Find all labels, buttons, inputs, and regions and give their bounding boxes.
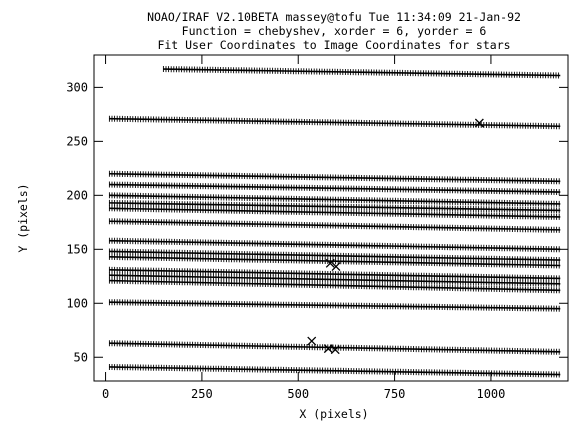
star-row xyxy=(108,237,561,253)
star-row xyxy=(108,340,561,355)
x-tick-label: 500 xyxy=(287,387,309,401)
y-tick: 200 xyxy=(66,188,568,202)
plus-markers xyxy=(108,115,560,130)
rejected-points xyxy=(307,118,484,355)
title-line-1: NOAO/IRAF V2.10BETA massey@tofu Tue 11:3… xyxy=(147,10,521,24)
star-row xyxy=(108,266,561,282)
y-tick-label: 250 xyxy=(66,134,88,148)
plot-frame xyxy=(93,54,569,382)
y-tick-label: 200 xyxy=(66,188,88,202)
plus-markers xyxy=(162,66,560,79)
plus-markers xyxy=(108,272,560,287)
x-tick-label: 250 xyxy=(191,387,213,401)
y-tick: 100 xyxy=(66,296,568,310)
rejected-point xyxy=(330,345,340,355)
star-row xyxy=(108,115,561,130)
rejected-point xyxy=(331,262,341,272)
x-tick: 250 xyxy=(191,55,213,401)
x-tick: 500 xyxy=(287,55,309,401)
y-tick: 150 xyxy=(66,242,568,256)
star-row xyxy=(162,66,561,79)
star-row xyxy=(108,248,561,264)
x-tick: 0 xyxy=(102,55,109,401)
title-line-2: Function = chebyshev, xorder = 6, yorder… xyxy=(182,24,487,38)
star-row xyxy=(108,299,561,312)
rejected-point xyxy=(323,344,333,354)
y-axis-label: Y (pixels) xyxy=(16,183,30,252)
y-tick-label: 100 xyxy=(66,296,88,310)
star-row xyxy=(108,181,561,196)
chart-title: NOAO/IRAF V2.10BETA massey@tofu Tue 11:3… xyxy=(147,10,521,52)
y-tick: 300 xyxy=(66,80,568,94)
star-row xyxy=(108,272,561,287)
plus-markers xyxy=(108,299,560,312)
plus-markers xyxy=(108,205,560,220)
plus-markers xyxy=(108,181,560,196)
plus-markers xyxy=(108,218,560,233)
y-tick-label: 150 xyxy=(66,242,88,256)
data-rows xyxy=(108,66,561,378)
star-row xyxy=(108,253,561,269)
x-tick-label: 0 xyxy=(102,387,109,401)
rejected-point xyxy=(474,118,484,128)
star-row xyxy=(108,170,561,185)
x-tick: 750 xyxy=(384,55,406,401)
plus-markers xyxy=(108,248,560,264)
x-tick-label: 750 xyxy=(384,387,406,401)
star-row xyxy=(108,192,561,207)
star-row xyxy=(108,205,561,220)
plus-markers xyxy=(108,237,560,253)
x-axis-label: X (pixels) xyxy=(299,407,368,421)
star-row xyxy=(108,218,561,233)
y-tick-label: 300 xyxy=(66,80,88,94)
y-tick-label: 50 xyxy=(74,350,88,364)
x-ticks: 0 250 500 750 1000 xyxy=(102,55,505,401)
star-row xyxy=(108,364,561,378)
plus-markers xyxy=(108,253,560,269)
plus-markers xyxy=(108,340,560,355)
star-row xyxy=(108,277,561,294)
plus-markers xyxy=(108,277,560,294)
row-baseline xyxy=(163,68,561,77)
plus-markers xyxy=(108,266,560,282)
x-tick-label: 1000 xyxy=(476,387,505,401)
plus-markers xyxy=(108,199,560,214)
rejected-point xyxy=(307,336,317,346)
y-tick: 250 xyxy=(66,134,568,148)
star-row xyxy=(108,199,561,214)
plus-markers xyxy=(108,170,560,185)
rejected-point xyxy=(325,258,335,268)
y-tick: 50 xyxy=(74,350,568,364)
x-tick: 1000 xyxy=(476,55,505,401)
plus-markers xyxy=(108,192,560,207)
title-line-3: Fit User Coordinates to Image Coordinate… xyxy=(157,38,510,52)
y-ticks: 50 100 150 200 250 300 xyxy=(66,80,568,364)
plus-markers xyxy=(108,364,560,378)
